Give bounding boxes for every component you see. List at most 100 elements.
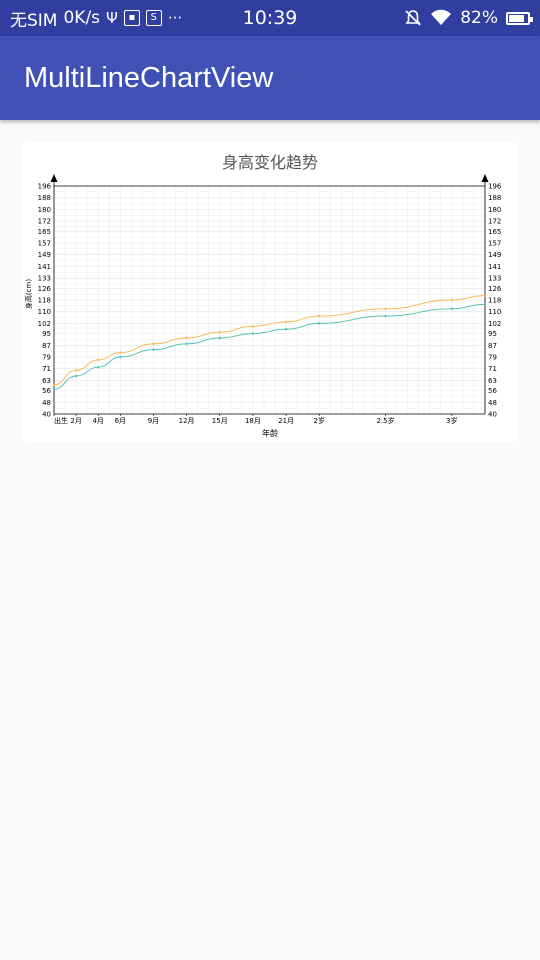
y-tick-label-left: 40 xyxy=(42,411,51,419)
y-tick-label-left: 149 xyxy=(38,251,51,259)
y-tick-label-right: 157 xyxy=(488,240,501,248)
y-tick-label-right: 133 xyxy=(488,275,501,283)
more-dots-icon: ··· xyxy=(167,8,183,27)
y-tick-label-right: 126 xyxy=(488,285,502,293)
y-tick-label-right: 63 xyxy=(488,377,497,385)
series-point-2 xyxy=(284,328,288,331)
y-tick-label-left: 63 xyxy=(42,377,51,385)
x-tick-label: 2.5岁 xyxy=(376,416,394,425)
series-point-1 xyxy=(384,307,387,310)
wifi-icon xyxy=(431,9,452,25)
series-point-2 xyxy=(384,314,387,318)
y-tick-label-right: 188 xyxy=(488,194,501,202)
left-y-axis-arrow xyxy=(50,174,58,182)
y-tick-label-left: 165 xyxy=(38,228,51,236)
y-tick-label-right: 110 xyxy=(488,308,501,316)
chart-title: 身高变化趋势 xyxy=(222,153,318,172)
x-tick-label: 出生 xyxy=(54,416,68,425)
usb-icon: Ψ xyxy=(106,8,118,27)
series-point-2 xyxy=(185,342,188,346)
series-point-1 xyxy=(185,336,188,340)
y-tick-label-left: 102 xyxy=(38,320,51,328)
series-point-2 xyxy=(318,322,321,325)
status-bar: 无SIM 0K/s Ψ ▪ S ··· 10:39 82% xyxy=(0,0,540,36)
series-point-1 xyxy=(251,325,255,328)
y-tick-label-right: 149 xyxy=(488,251,501,259)
y-tick-label-left: 87 xyxy=(42,342,51,350)
y-tick-label-left: 95 xyxy=(42,330,51,338)
y-tick-label-right: 48 xyxy=(488,399,497,407)
height-trend-chart: 身高变化趋势 40 40 48 48 56 56 63 63 71 71 79 79 87 87 95 95 1… xyxy=(24,153,502,438)
series-point-2 xyxy=(483,303,487,306)
series-point-1 xyxy=(450,298,454,302)
y-tick-label-left: 133 xyxy=(38,275,51,283)
y-tick-label-right: 196 xyxy=(488,183,502,191)
series-point-2 xyxy=(97,366,100,369)
y-tick-label-right: 40 xyxy=(488,411,497,419)
x-tick-label: 12月 xyxy=(179,417,195,425)
chart-card: 身高变化趋势 40 40 48 48 56 56 63 63 71 71 79 79 87 87 95 95 1… xyxy=(22,142,518,442)
y-tick-label-left: 118 xyxy=(38,297,51,305)
series-point-1 xyxy=(218,330,221,334)
battery-icon xyxy=(506,11,533,25)
series-point-1 xyxy=(318,314,321,318)
series-point-2 xyxy=(218,336,221,340)
series-point-1 xyxy=(74,368,78,372)
series-line-1 xyxy=(53,295,486,386)
x-tick-label: 18月 xyxy=(245,417,261,425)
y-tick-label-left: 48 xyxy=(42,399,51,407)
series-point-2 xyxy=(251,332,255,335)
y-tick-label-left: 126 xyxy=(38,285,52,293)
x-tick-label: 4月 xyxy=(92,417,103,425)
y-tick-label-left: 71 xyxy=(42,365,51,373)
status-right: 82% xyxy=(404,8,533,28)
s-app-icon: S xyxy=(145,10,162,26)
y-tick-label-left: 79 xyxy=(42,354,51,362)
y-tick-label-right: 165 xyxy=(488,228,501,236)
right-y-axis-arrow xyxy=(481,174,489,182)
y-tick-label-right: 172 xyxy=(488,218,501,226)
x-tick-label: 2月 xyxy=(70,417,81,425)
y-tick-label-right: 87 xyxy=(488,342,497,350)
series-point-2 xyxy=(119,355,122,359)
y-tick-label-left: 157 xyxy=(38,240,51,248)
x-tick-label: 3岁 xyxy=(446,416,457,425)
series-point-1 xyxy=(52,383,56,386)
y-tick-label-left: 172 xyxy=(38,218,51,226)
y-tick-label-right: 71 xyxy=(488,365,497,373)
x-tick-label: 9月 xyxy=(148,417,159,425)
carrier-label: 无SIM xyxy=(10,10,58,31)
y-tick-label-left: 56 xyxy=(42,387,51,395)
y-tick-label-right: 79 xyxy=(488,354,497,362)
y-tick-label-right: 56 xyxy=(488,387,497,395)
series-point-1 xyxy=(284,320,288,324)
app-bar: MultiLineChartView xyxy=(0,36,540,120)
series-point-1 xyxy=(119,351,122,354)
series-point-2 xyxy=(74,374,78,378)
y-tick-label-right: 141 xyxy=(488,263,501,271)
y-tick-label-left: 141 xyxy=(38,263,51,271)
x-tick-label: 21月 xyxy=(278,417,294,425)
y-tick-label-left: 188 xyxy=(38,194,51,202)
y-tick-label-right: 118 xyxy=(488,297,501,305)
sim-icon: ▪ xyxy=(123,10,140,26)
series-point-1 xyxy=(483,294,487,297)
series-point-1 xyxy=(152,342,155,346)
status-left: 无SIM 0K/s Ψ ▪ S ··· xyxy=(10,6,210,31)
x-tick-label: 2岁 xyxy=(313,416,324,425)
mute-bell-icon xyxy=(405,10,421,26)
x-tick-label: 6月 xyxy=(115,417,126,425)
x-tick-label: 15月 xyxy=(212,417,228,425)
series-point-2 xyxy=(450,307,454,310)
y-tick-label-left: 110 xyxy=(38,308,51,316)
battery-percent: 82% xyxy=(460,8,498,28)
y-tick-label-right: 180 xyxy=(488,206,501,214)
series-point-2 xyxy=(52,387,56,391)
y-tick-label-left: 196 xyxy=(38,183,52,191)
y-tick-label-right: 102 xyxy=(488,320,501,328)
x-axis-label: 年龄 xyxy=(262,428,278,438)
series-point-2 xyxy=(152,348,155,351)
y-tick-label-right: 95 xyxy=(488,330,497,338)
series-line-2 xyxy=(53,303,486,390)
series-point-1 xyxy=(97,358,100,362)
